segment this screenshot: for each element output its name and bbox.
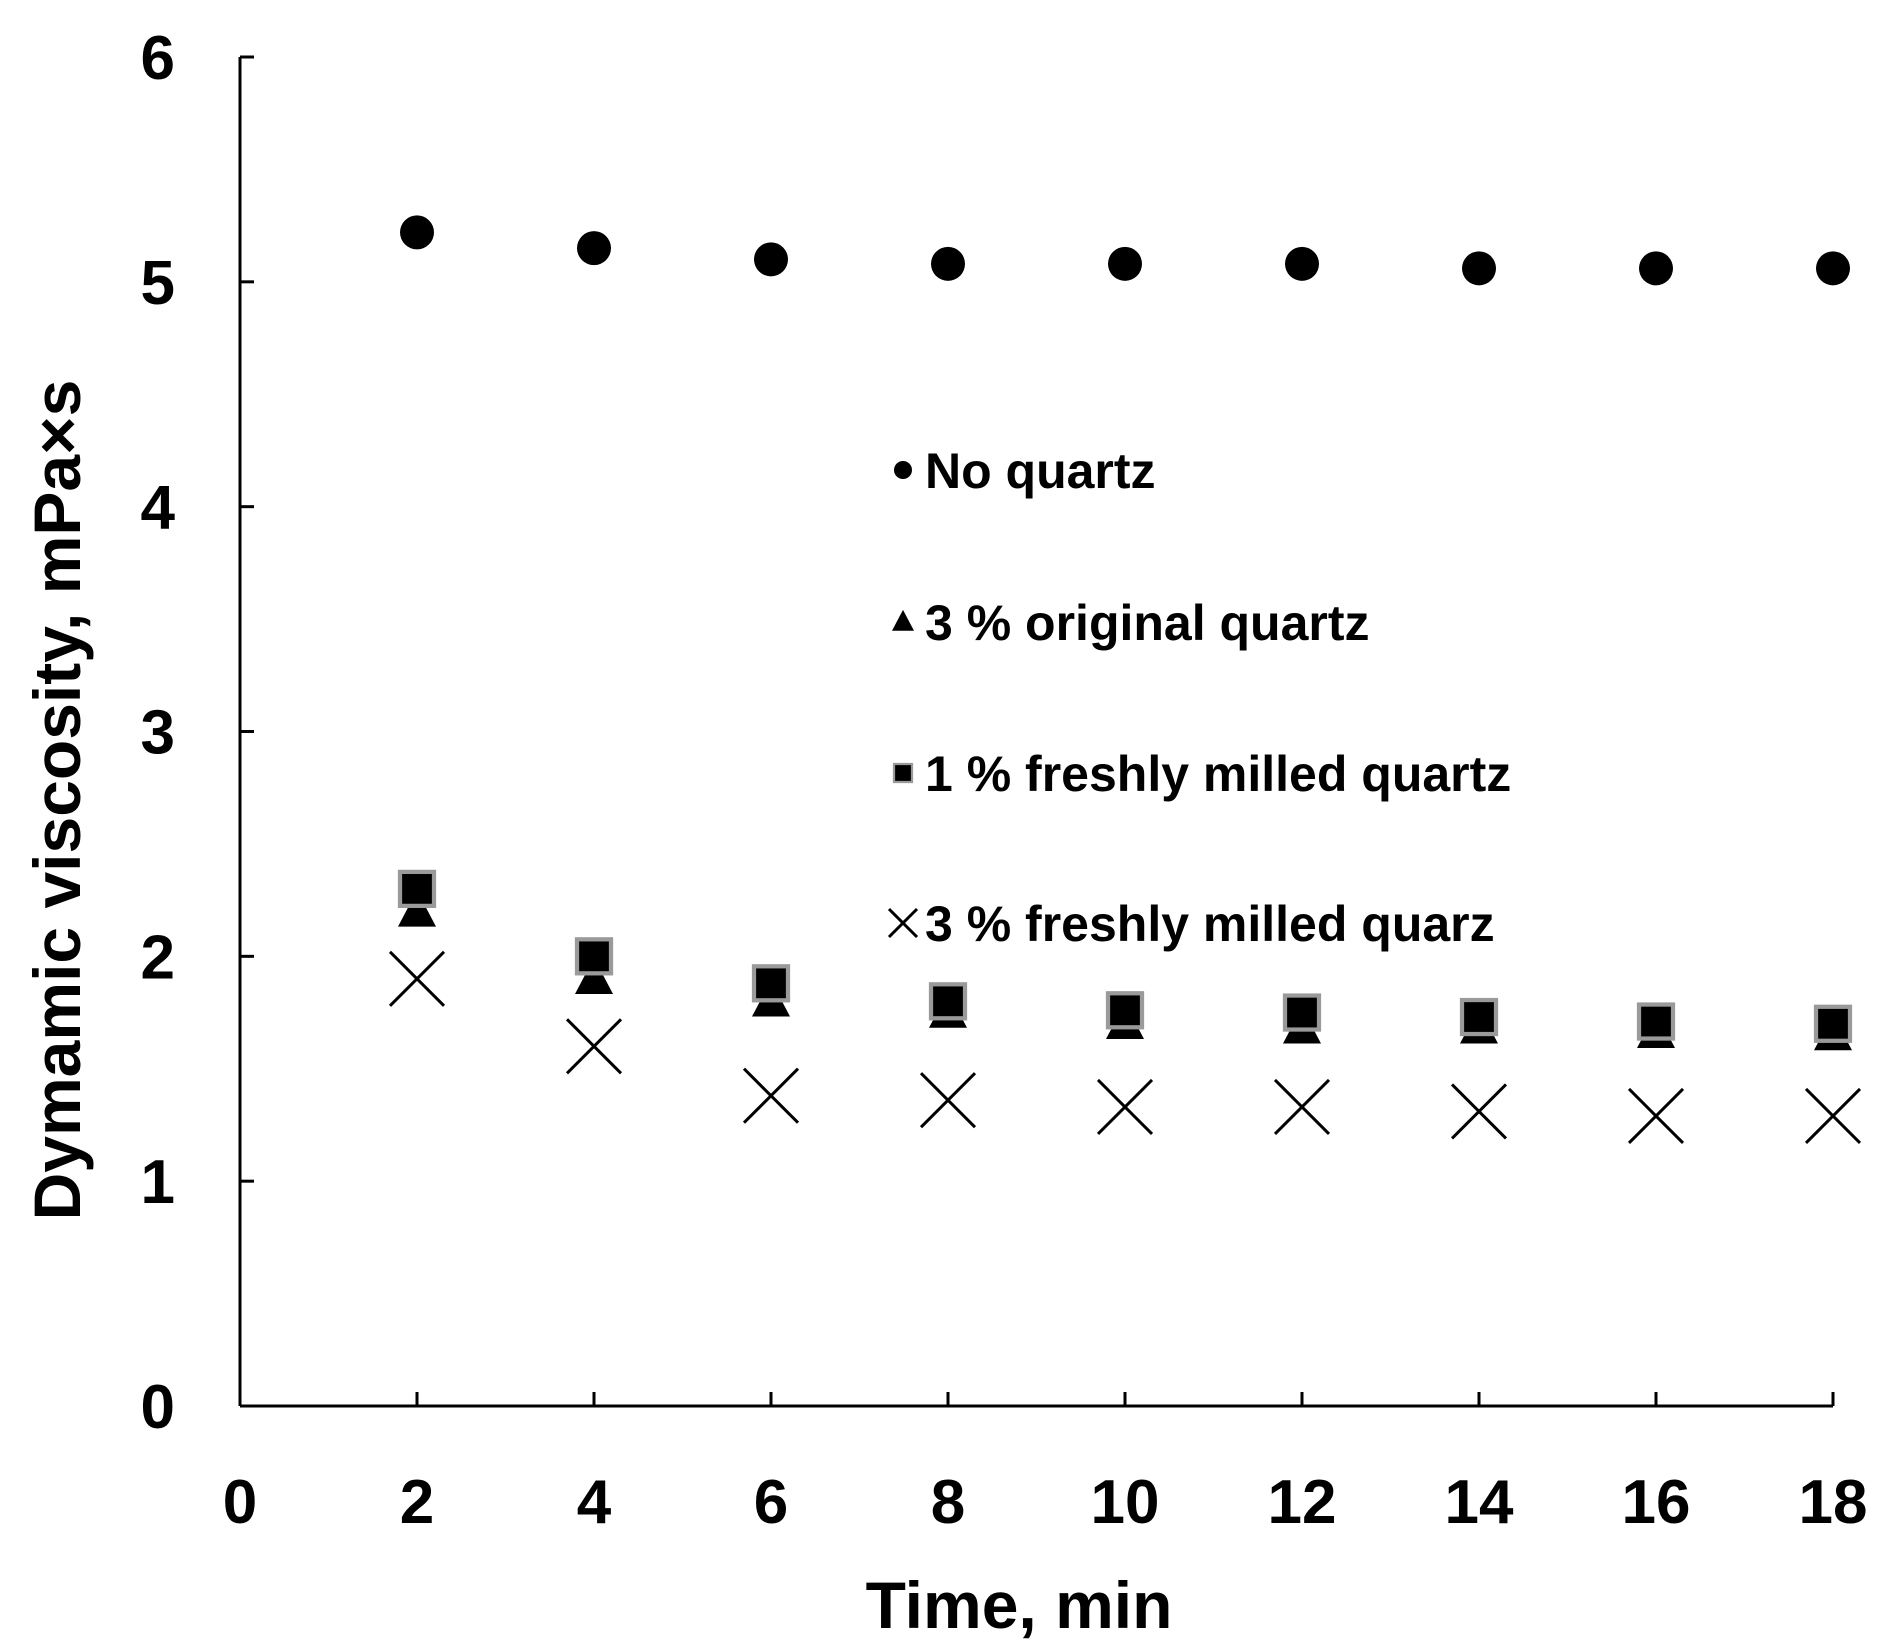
data-point-circle — [1108, 246, 1142, 281]
legend-marker-square — [892, 762, 914, 784]
cross-stroke — [742, 1067, 800, 1124]
x-tick-label: 8 — [931, 1468, 965, 1537]
circle-marker — [931, 246, 965, 281]
circle-marker — [894, 461, 912, 479]
cross-stroke — [1450, 1083, 1508, 1140]
cross-stroke — [1273, 1078, 1331, 1136]
circle-marker — [1285, 246, 1319, 281]
data-point-cross — [919, 1072, 977, 1129]
data-point-square — [574, 937, 614, 976]
data-point-square — [1459, 997, 1499, 1037]
circle-marker — [1462, 251, 1496, 286]
axes — [238, 57, 1833, 1408]
cross-stroke — [887, 907, 919, 939]
x-tick-label: 18 — [1799, 1468, 1868, 1537]
cross-stroke — [1804, 1087, 1862, 1145]
legend: No quartz 3 % original quartz 1 % freshly … — [887, 443, 1511, 952]
data-point-cross — [388, 950, 446, 1007]
y-tick-label: 1 — [141, 1148, 175, 1217]
x-tick-label: 4 — [577, 1468, 612, 1537]
circle-marker — [1639, 251, 1673, 286]
data-point-circle — [754, 242, 788, 277]
legend-marker-cross — [887, 907, 919, 939]
data-point-square — [1105, 991, 1145, 1030]
legend-marker-circle — [894, 461, 912, 479]
legend-label: 3 % freshly milled quarz — [925, 896, 1495, 952]
data-point-triangle — [398, 890, 436, 927]
x-tick-label: 14 — [1445, 1468, 1514, 1537]
data-point-cross — [1804, 1087, 1862, 1145]
y-tick-label: 5 — [141, 249, 175, 318]
square-marker — [397, 869, 437, 909]
circle-marker — [577, 231, 611, 266]
square-marker — [1105, 991, 1145, 1030]
y-tick-label: 6 — [141, 24, 175, 93]
data-point-circle — [1462, 251, 1496, 286]
data-point-circle — [1639, 251, 1673, 286]
y-axis-title: Dymamic viscosity, mPa×s — [20, 380, 94, 1221]
data-point-square — [1636, 1002, 1676, 1041]
data-point-square — [397, 869, 437, 909]
circle-marker — [754, 242, 788, 277]
data-point-square — [751, 964, 791, 1003]
x-tick-label: 0 — [223, 1468, 257, 1537]
y-tick-label: 2 — [141, 923, 175, 992]
x-tick-label: 10 — [1091, 1468, 1160, 1537]
data-point-circle — [400, 215, 434, 250]
triangle-marker — [398, 890, 436, 927]
data-point-square — [1282, 993, 1322, 1032]
triangle-marker — [575, 957, 613, 995]
square-marker — [1813, 1004, 1853, 1043]
cross-stroke — [1627, 1087, 1685, 1145]
x-tick-label: 6 — [754, 1468, 788, 1537]
cross-stroke — [565, 1018, 623, 1075]
legend-label: 3 % original quartz — [925, 595, 1370, 651]
cross-stroke — [388, 950, 446, 1007]
triangle-marker — [892, 609, 914, 631]
data-point-circle — [577, 231, 611, 266]
x-tick-label: 16 — [1622, 1468, 1691, 1537]
data-point-triangle — [575, 957, 613, 995]
y-tick-label: 4 — [141, 474, 176, 543]
square-marker — [1459, 997, 1499, 1037]
data-point-square — [928, 982, 968, 1021]
data-points — [388, 215, 1862, 1145]
y-tick-label: 3 — [141, 699, 175, 768]
square-marker — [1636, 1002, 1676, 1041]
y-tick-label: 0 — [141, 1373, 175, 1442]
data-point-circle — [1816, 251, 1850, 286]
x-tick-label: 12 — [1268, 1468, 1337, 1537]
data-point-cross — [742, 1067, 800, 1124]
legend-marker-triangle — [892, 609, 914, 631]
x-axis-title: Time, min — [866, 1568, 1173, 1640]
square-marker — [751, 964, 791, 1003]
data-point-cross — [1627, 1087, 1685, 1145]
data-point-square — [1813, 1004, 1853, 1043]
square-marker — [574, 937, 614, 976]
x-tick-label: 2 — [400, 1468, 434, 1537]
data-point-cross — [1096, 1078, 1154, 1136]
data-point-circle — [1285, 246, 1319, 281]
circle-marker — [1108, 246, 1142, 281]
cross-stroke — [1096, 1078, 1154, 1136]
legend-label: 1 % freshly milled quartz — [925, 746, 1511, 802]
square-marker — [1282, 993, 1322, 1032]
data-point-cross — [1450, 1083, 1508, 1140]
data-point-cross — [565, 1018, 623, 1075]
circle-marker — [1816, 251, 1850, 286]
data-point-cross — [1273, 1078, 1331, 1136]
legend-label: No quartz — [925, 443, 1156, 499]
square-marker — [928, 982, 968, 1021]
cross-stroke — [919, 1072, 977, 1129]
circle-marker — [400, 215, 434, 250]
data-point-circle — [931, 246, 965, 281]
square-marker — [892, 762, 914, 784]
